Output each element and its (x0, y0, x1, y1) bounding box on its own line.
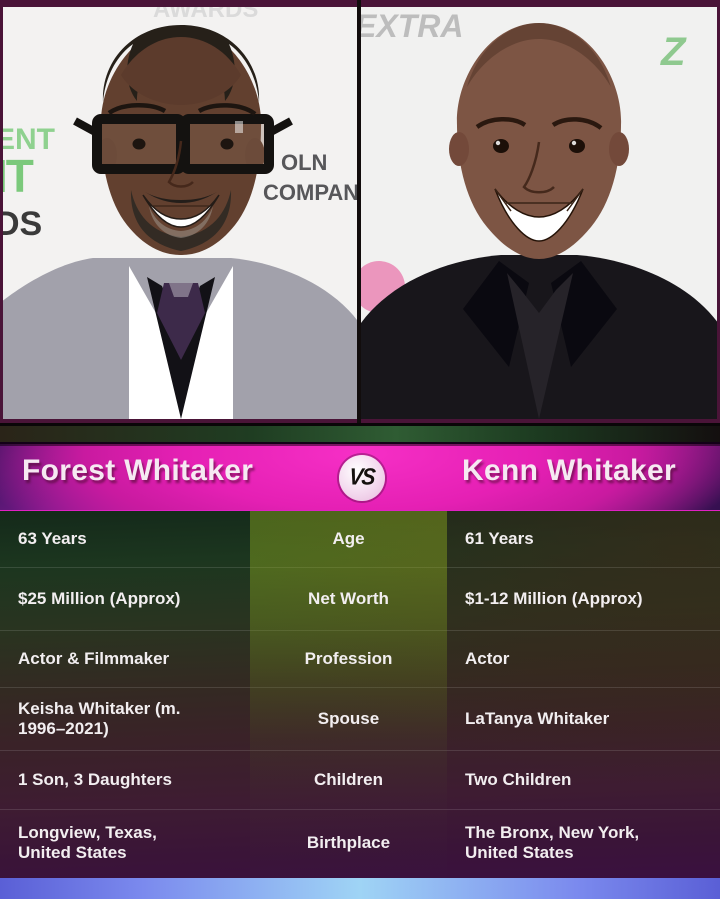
svg-text:OLN: OLN (281, 150, 327, 175)
svg-text:Z: Z (660, 30, 687, 74)
svg-text:COMPAN: COMPAN (263, 180, 358, 205)
svg-text:DS: DS (3, 205, 42, 243)
svg-text:IT: IT (3, 150, 34, 202)
svg-text:EXTRA: EXTRA (361, 8, 463, 44)
svg-text:AWARDS: AWARDS (153, 7, 258, 23)
